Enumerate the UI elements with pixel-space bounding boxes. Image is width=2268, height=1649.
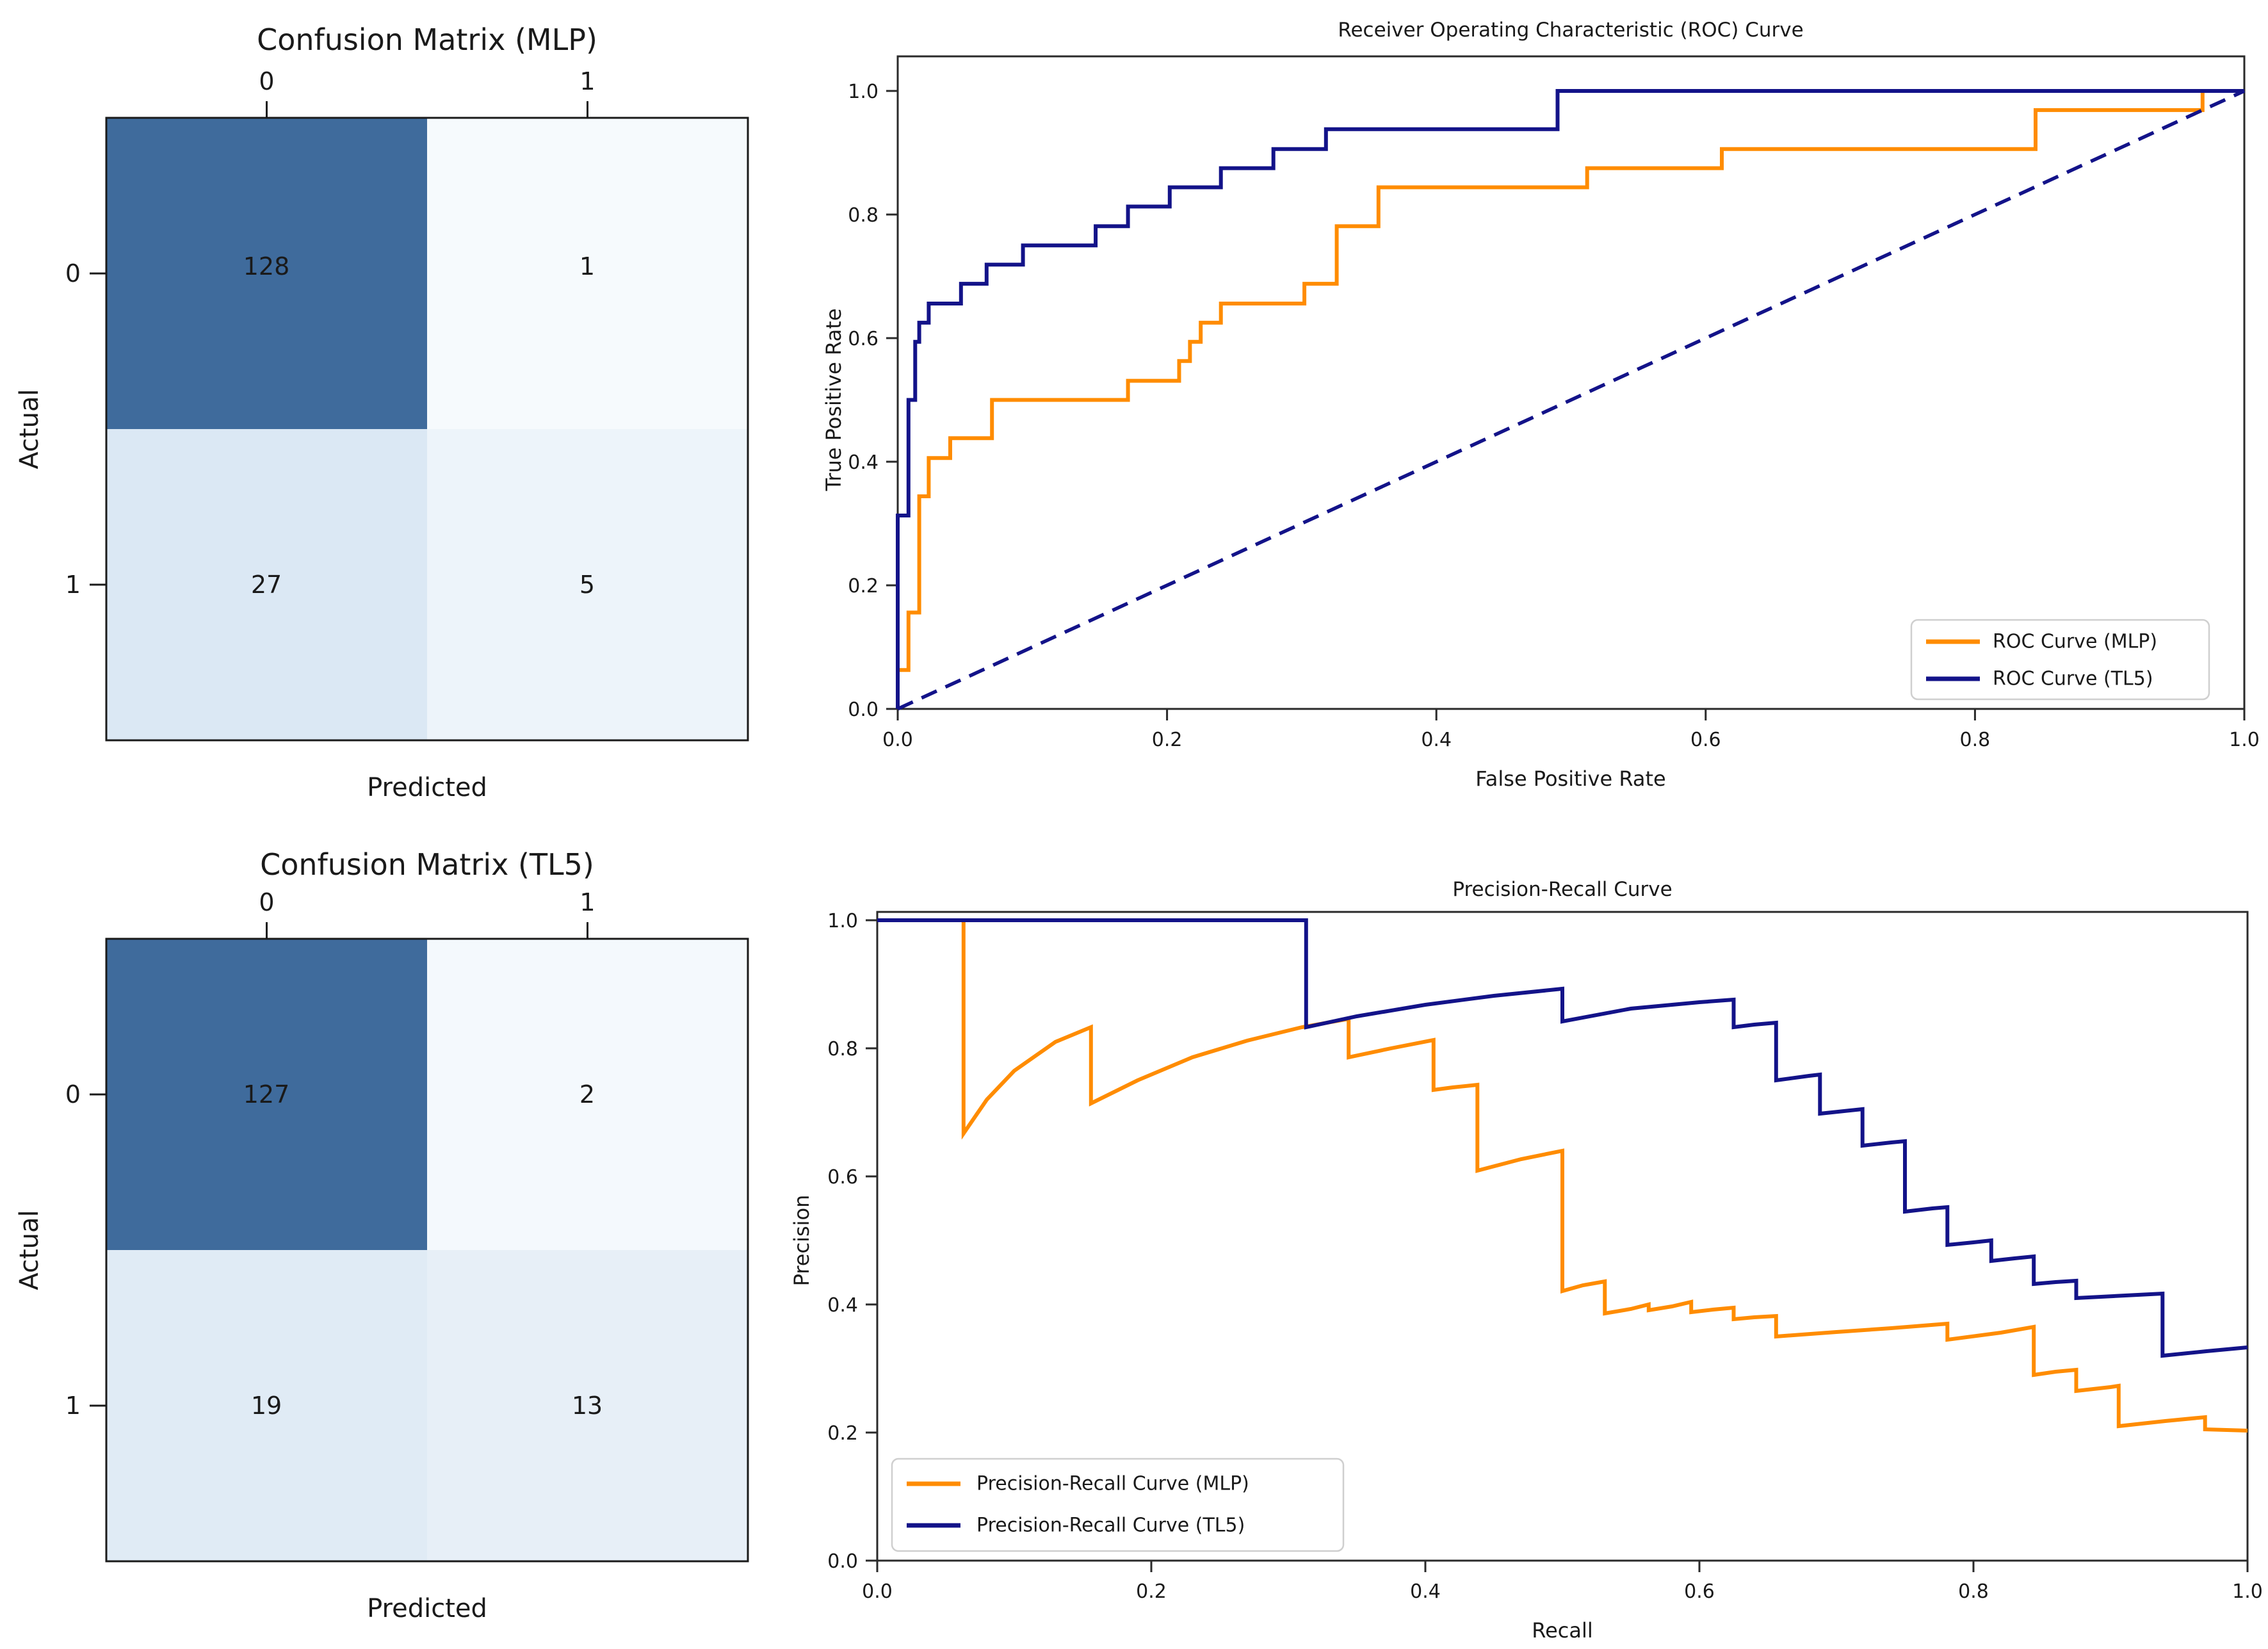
cm-tl5-title: Confusion Matrix (TL5) — [260, 847, 594, 882]
roc-xtick-label: 0.6 — [1690, 729, 1721, 751]
roc-xtick-label: 0.0 — [882, 729, 913, 751]
cm_mlp-ytick-label: 1 — [65, 571, 81, 599]
cm-mlp-cell-10: 27 — [250, 571, 282, 599]
roc-xtick-label: 0.4 — [1421, 729, 1452, 751]
pr-xtick-label: 0.6 — [1684, 1580, 1715, 1603]
cm-mlp-cell-11: 5 — [579, 571, 595, 599]
pr-frame — [876, 911, 2249, 1562]
cm_mlp-border — [105, 117, 749, 742]
pr-ytick-label: 1.0 — [827, 910, 858, 932]
cm_tl5-xtick-label: 0 — [259, 888, 274, 916]
cm_mlp-ytick-label: 0 — [65, 259, 81, 288]
pr-legend-box — [891, 1458, 1345, 1552]
cm_mlp-xtick-label: 1 — [579, 67, 595, 95]
roc-series-roc-curve-mlp- — [896, 89, 2244, 709]
pr-legend-label-tl5: Precision-Recall Curve (TL5) — [976, 1514, 1245, 1537]
roc-xtick-label: 0.2 — [1152, 729, 1183, 751]
cm_tl5-cell-rect-00 — [106, 939, 427, 1250]
roc-ytick-label: 0.4 — [848, 451, 879, 474]
roc-ytick-label: 0.8 — [848, 204, 879, 227]
roc-ytick-label: 0.2 — [848, 575, 879, 597]
cm-mlp-cell-00: 128 — [243, 252, 290, 280]
cm_mlp-xtick-label: 0 — [259, 67, 274, 95]
cm_tl5-border — [105, 938, 749, 1563]
cm-tl5-cell-11: 13 — [571, 1392, 603, 1420]
roc-xlabel: False Positive Rate — [1475, 767, 1666, 791]
cm_tl5-ytick-label: 1 — [65, 1392, 81, 1420]
roc-xtick-label: 0.8 — [1960, 729, 1991, 751]
pr-xlabel: Recall — [1532, 1618, 1593, 1643]
cm_tl5-cell-rect-01 — [427, 939, 748, 1250]
cm_tl5-xtick-label: 1 — [579, 888, 595, 916]
cm-tl5-xlabel: Predicted — [367, 1594, 487, 1623]
cm_mlp-cell-rect-11 — [427, 429, 748, 740]
pr-series-precision-recall-curve-tl5- — [877, 918, 2248, 1358]
cm-mlp-xlabel: Predicted — [367, 773, 487, 802]
cm_mlp-cell-rect-10 — [106, 429, 427, 740]
roc-ytick-label: 0.0 — [848, 699, 879, 721]
pr-ytick-label: 0.0 — [827, 1550, 858, 1573]
pr-legend-label-mlp: Precision-Recall Curve (MLP) — [976, 1472, 1249, 1495]
roc-series-roc-curve-tl5- — [896, 89, 2244, 709]
cm-mlp-cell-01: 1 — [579, 252, 595, 280]
pr-xtick-label: 0.4 — [1410, 1580, 1441, 1603]
pr-ytick-label: 0.4 — [827, 1294, 858, 1317]
cm_mlp-cell-rect-00 — [106, 118, 427, 429]
pr-ytick-label: 0.8 — [827, 1038, 858, 1060]
roc-legend-box — [1910, 619, 2210, 701]
cm_tl5-ytick-label: 0 — [65, 1080, 81, 1109]
pr-series-precision-recall-curve-mlp- — [877, 918, 2248, 1433]
cm_tl5-cell-rect-11 — [427, 1250, 748, 1561]
cm-tl5-cell-10: 19 — [250, 1392, 282, 1420]
pr-xtick-label: 1.0 — [2232, 1580, 2263, 1603]
pr-xtick-label: 0.8 — [1958, 1580, 1989, 1603]
cm-tl5-cell-00: 127 — [243, 1080, 290, 1109]
roc-ylabel: True Positive Rate — [822, 308, 846, 491]
roc-series-chance-diagonal — [896, 89, 2246, 711]
cm_mlp-cell-rect-01 — [427, 118, 748, 429]
pr-ytick-label: 0.6 — [827, 1166, 858, 1189]
roc-legend-label-mlp: ROC Curve (MLP) — [1993, 630, 2158, 653]
cm-tl5-ylabel: Actual — [15, 1210, 44, 1290]
roc-frame — [896, 55, 2246, 710]
cm-tl5-cell-01: 2 — [579, 1080, 595, 1109]
cm-mlp-title: Confusion Matrix (MLP) — [257, 22, 597, 57]
roc-ytick-label: 1.0 — [848, 81, 879, 103]
roc-xtick-label: 1.0 — [2229, 729, 2260, 751]
pr-xtick-label: 0.0 — [862, 1580, 893, 1603]
cm_tl5-cell-rect-10 — [106, 1250, 427, 1561]
pr-title: Precision-Recall Curve — [1452, 878, 1673, 901]
cm-mlp-ylabel: Actual — [15, 389, 44, 469]
roc-ytick-label: 0.6 — [848, 328, 879, 350]
pr-ytick-label: 0.2 — [827, 1422, 858, 1445]
pr-ylabel: Precision — [790, 1194, 814, 1287]
roc-legend-label-tl5: ROC Curve (TL5) — [1993, 667, 2153, 690]
pr-xtick-label: 0.2 — [1136, 1580, 1167, 1603]
roc-title: Receiver Operating Characteristic (ROC) … — [1338, 19, 1804, 42]
